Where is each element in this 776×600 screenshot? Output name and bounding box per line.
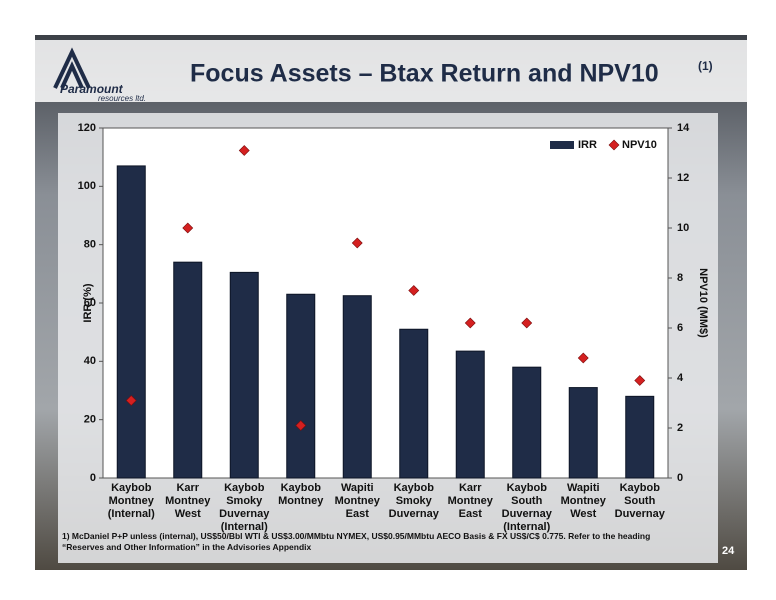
npv-marker [125,395,137,406]
header-band [35,40,747,102]
bar [399,328,429,479]
y-tick-label: 0 [90,472,96,484]
npv-marker [182,222,194,234]
x-tick-label: Karr Montney West [165,482,211,520]
bar [173,261,203,479]
x-tick-label: Kaybob Smoky Duvernay (Internal) [219,482,270,533]
y2-tick-label: 2 [677,422,683,434]
y-tick-label: 80 [84,239,96,251]
footnote: 1) McDaniel P+P unless (internal), US$50… [62,531,651,552]
bar [512,366,542,479]
y2-tick-label: 10 [677,222,689,234]
y-tick-label: 40 [84,355,96,367]
npv-marker [351,237,363,249]
x-tick-label: Kaybob South Duvernay [614,482,665,520]
chart-title: Focus Assets – Btax Return and NPV10 [190,60,659,88]
x-tick-label: Wapiti Montney West [560,482,606,520]
bar [342,295,372,479]
x-tick-label: Kaybob South Duvernay (Internal) [501,482,552,533]
x-tick-label: Karr Montney East [447,482,493,520]
legend-label: NPV10 [622,139,657,151]
bar [568,387,598,479]
npv-marker [577,352,589,364]
logo-icon [53,47,91,89]
logo-name: Paramount [60,82,124,96]
y2-tick-label: 14 [677,122,690,134]
legend-swatch [608,139,620,151]
npv-marker [295,420,307,431]
npv-marker [238,145,250,156]
y2-tick-label: 4 [677,372,684,384]
logo-sub: resources ltd. [98,94,146,103]
bar [116,165,146,479]
x-tick-label: Kaybob Montney [278,482,324,507]
y-tick-label: 60 [84,297,96,309]
bar [229,271,259,479]
y-tick-label: 20 [84,414,96,426]
npv-marker [464,317,476,329]
page-number: 24 [722,545,735,557]
bar [286,293,316,479]
y-tick-label: 100 [78,180,96,192]
y2-axis-label: NPV10 (MM$) [697,268,709,338]
y2-tick-label: 12 [677,172,689,184]
bar [455,350,485,479]
y-tick-label: 120 [78,122,96,134]
npv-marker [408,285,420,296]
npv-marker [521,317,533,329]
y2-tick-label: 0 [677,472,683,484]
legend-swatch [550,141,574,149]
x-tick-label: Wapiti Montney East [334,482,380,520]
bar [625,395,655,479]
title-note: (1) [698,59,713,73]
y2-tick-label: 8 [677,272,683,284]
legend-label: IRR [578,139,597,151]
x-tick-label: Kaybob Smoky Duvernay [388,482,439,520]
npv-marker [634,375,646,386]
y-axis-label: IRR (%) [82,283,94,322]
x-tick-label: Kaybob Montney (Internal) [107,482,155,520]
y2-tick-label: 6 [677,322,683,334]
